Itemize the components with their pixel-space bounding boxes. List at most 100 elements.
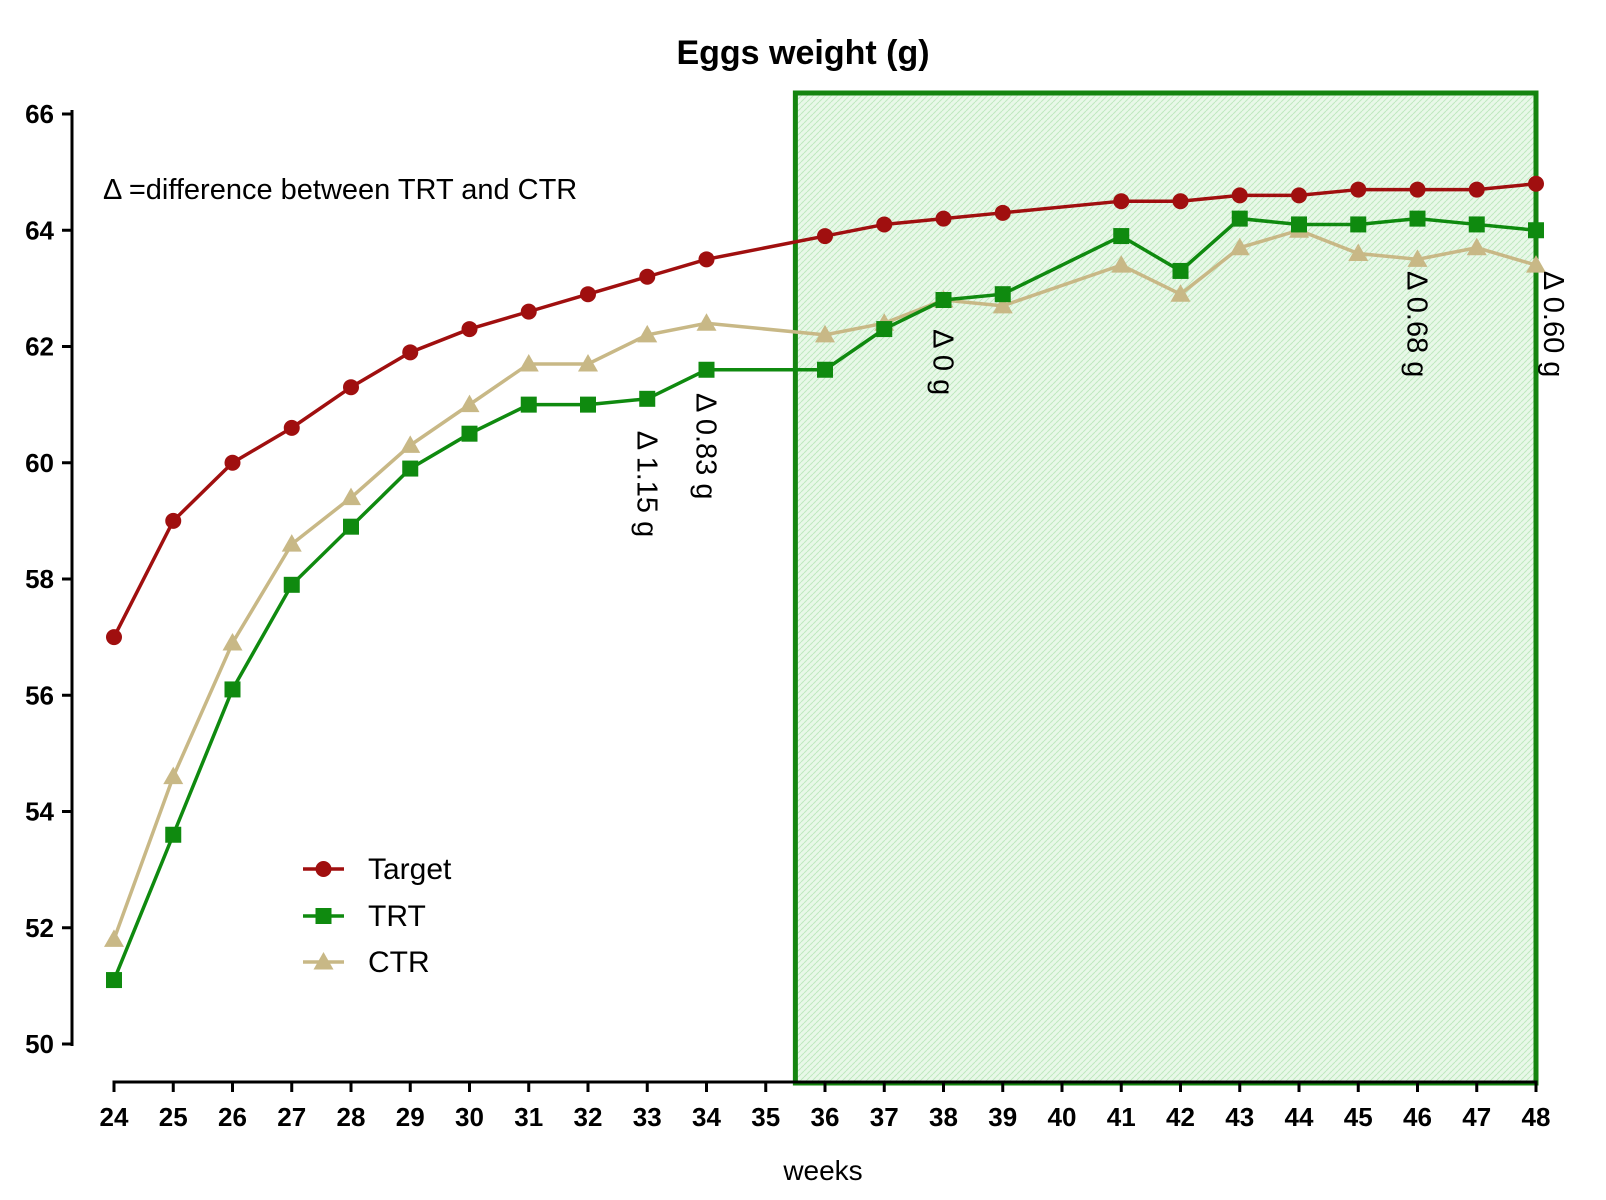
- data-point-trt: [817, 361, 833, 378]
- data-point-ctr: [815, 324, 835, 343]
- data-point-ctr: [1170, 284, 1191, 302]
- y-tick-label: 62: [25, 332, 54, 362]
- x-tick-label: 37: [870, 1102, 899, 1132]
- data-point-trt: [1172, 262, 1189, 279]
- data-point-target: [1468, 181, 1485, 198]
- data-point-trt: [1350, 216, 1367, 233]
- data-point-trt: [224, 681, 241, 698]
- series-layer: [104, 175, 1546, 989]
- data-point-target: [935, 210, 952, 227]
- data-point-trt: [1231, 210, 1248, 227]
- data-point-ctr: [1111, 255, 1132, 273]
- annotation-layer: Δ 1.15 g Δ 0.83 g Δ 0 g Δ 0.68 g Δ 0.60 g: [630, 271, 1569, 537]
- data-point-trt: [876, 321, 893, 338]
- x-tick-label: 32: [574, 1102, 603, 1132]
- delta-annotation: Δ 0.60 g: [1537, 271, 1569, 377]
- data-point-ctr: [163, 766, 184, 785]
- delta-annotation: Δ 1.15 g: [630, 431, 662, 537]
- x-tick-label: 44: [1285, 1102, 1314, 1132]
- data-point-trt: [283, 576, 300, 593]
- x-tick-label: 31: [514, 1102, 543, 1132]
- data-point-target: [1291, 187, 1307, 204]
- data-point-trt: [1409, 210, 1426, 227]
- x-tick-label: 41: [1107, 1102, 1136, 1132]
- data-point-target: [1350, 181, 1367, 198]
- data-point-target: [165, 512, 182, 529]
- data-point-trt: [935, 292, 952, 308]
- data-point-ctr: [637, 324, 658, 343]
- x-tick-label: 29: [396, 1102, 425, 1132]
- data-point-ctr: [1466, 237, 1487, 256]
- x-tick-label: 24: [100, 1102, 129, 1132]
- delta-note: Δ =difference between TRT and CTR: [103, 174, 577, 206]
- legend-label: CTR: [368, 946, 430, 979]
- legend-swatch-marker: [315, 861, 332, 877]
- data-point-trt: [402, 460, 419, 477]
- data-point-target: [1113, 193, 1130, 210]
- x-tick-label: 47: [1462, 1102, 1491, 1132]
- x-tick-label: 45: [1344, 1102, 1373, 1132]
- data-point-ctr: [578, 353, 598, 372]
- axes: 50 52 54 56 58 60 62 64 66 24 25 26 27 28 29 30 31 32 33 34…: [25, 99, 1550, 1132]
- data-point-target: [402, 344, 419, 361]
- data-point-trt: [165, 826, 182, 843]
- data-point-target: [817, 228, 833, 245]
- data-point-ctr: [104, 929, 124, 947]
- x-tick-label: 40: [1048, 1102, 1077, 1132]
- data-point-ctr: [341, 487, 361, 506]
- delta-annotation: Δ 0.68 g: [1401, 271, 1433, 377]
- data-point-target: [283, 419, 300, 436]
- data-point-trt: [1528, 222, 1544, 239]
- data-point-target: [224, 454, 241, 471]
- data-point-target: [580, 286, 596, 303]
- y-tick-label: 54: [25, 797, 54, 827]
- data-point-target: [343, 379, 359, 396]
- data-point-target: [106, 629, 122, 646]
- data-point-ctr: [459, 394, 480, 413]
- data-point-ctr: [222, 632, 243, 651]
- x-tick-label: 42: [1166, 1102, 1195, 1132]
- y-tick-label: 56: [25, 680, 54, 710]
- data-point-trt: [1468, 216, 1485, 233]
- data-point-trt: [698, 361, 715, 378]
- legend-item-ctr: CTR: [303, 946, 430, 979]
- data-point-ctr: [1229, 237, 1250, 256]
- data-point-target: [1528, 175, 1544, 192]
- x-tick-label: 34: [692, 1102, 721, 1132]
- data-point-target: [876, 216, 893, 233]
- legend-item-target: Target: [303, 853, 452, 886]
- data-point-target: [698, 251, 715, 268]
- x-tick-label: 27: [277, 1102, 306, 1132]
- data-point-ctr: [1407, 249, 1428, 267]
- data-point-target: [1172, 193, 1189, 210]
- series-trt: [106, 210, 1544, 989]
- legend: Target TRT CTR: [303, 853, 452, 979]
- data-point-target: [994, 204, 1011, 221]
- x-tick-label: 36: [811, 1102, 840, 1132]
- y-tick-label: 58: [25, 564, 54, 594]
- x-tick-label: 48: [1522, 1102, 1551, 1132]
- data-point-trt: [1113, 228, 1130, 245]
- delta-annotation: Δ 0 g: [927, 329, 959, 395]
- x-axis-label: weeks: [782, 1155, 862, 1186]
- x-tick-label: 39: [988, 1102, 1017, 1132]
- x-tick-label: 35: [751, 1102, 780, 1132]
- data-point-trt: [580, 396, 596, 413]
- series-target: [106, 175, 1544, 646]
- data-point-target: [461, 321, 478, 338]
- y-tick-label: 66: [25, 99, 54, 129]
- data-point-trt: [639, 390, 656, 407]
- x-tick-label: 43: [1225, 1102, 1254, 1132]
- data-point-trt: [461, 425, 478, 442]
- chart-title: Eggs weight (g): [676, 34, 929, 72]
- y-tick-label: 64: [25, 215, 54, 245]
- x-tick-label: 46: [1403, 1102, 1432, 1132]
- data-point-ctr: [1526, 255, 1546, 273]
- y-tick-label: 50: [25, 1029, 54, 1059]
- data-point-target: [639, 268, 656, 285]
- data-point-target: [1409, 181, 1426, 198]
- data-point-target: [1231, 187, 1248, 204]
- data-point-trt: [106, 972, 122, 989]
- legend-label: Target: [368, 853, 452, 886]
